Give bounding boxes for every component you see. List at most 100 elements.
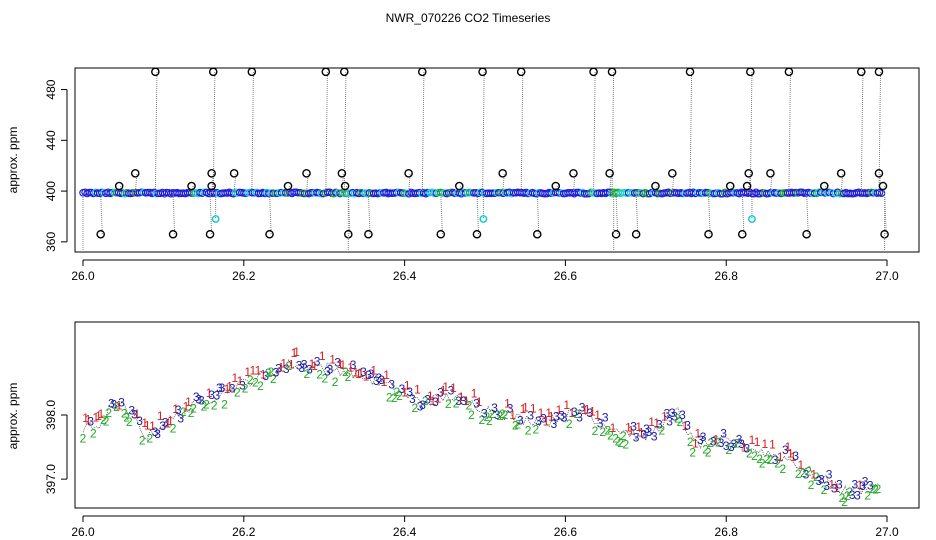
marker-1: 1 <box>661 409 668 423</box>
marker-1: 1 <box>430 394 437 408</box>
marker-2: 2 <box>872 482 879 496</box>
marker-1: 1 <box>144 418 151 432</box>
marker-3: 3 <box>376 371 383 385</box>
marker-2: 2 <box>689 445 696 459</box>
top-panel: approx. ppm 26.0 26.2 26.4 26.6 26.8 27.0 360 4… <box>6 67 920 283</box>
marker-1: 1 <box>383 368 390 382</box>
marker-1: 1 <box>463 394 470 408</box>
x-tick-label: 26.6 <box>554 525 578 539</box>
spike-mid-point <box>207 169 216 178</box>
spike-lowmid-point <box>283 181 293 191</box>
marker-3: 3 <box>854 489 861 503</box>
marker-2: 2 <box>839 491 846 505</box>
spike-low-point <box>364 229 373 239</box>
marker-2: 2 <box>391 391 398 405</box>
marker-1: 1 <box>224 382 231 396</box>
marker-2: 2 <box>844 489 851 503</box>
reference-point <box>748 215 756 223</box>
marker-2: 2 <box>612 432 619 446</box>
spike-mid-point <box>404 169 413 178</box>
spike-line <box>708 192 711 235</box>
marker-2: 2 <box>677 415 684 429</box>
spike-mid-point <box>337 169 347 178</box>
marker-3: 3 <box>175 403 182 417</box>
spike-low-point <box>168 229 178 239</box>
marker-3: 3 <box>849 488 856 502</box>
marker-2: 2 <box>502 408 509 422</box>
marker-3: 3 <box>216 381 223 395</box>
spike-mid-point <box>874 169 884 178</box>
spike-line <box>806 192 809 235</box>
marker-2: 2 <box>800 466 807 480</box>
marker-1: 1 <box>545 406 552 420</box>
marker-1: 1 <box>440 383 447 397</box>
marker-2: 2 <box>746 446 753 460</box>
marker-2: 2 <box>499 407 506 421</box>
spike-line <box>878 71 882 193</box>
marker-2: 2 <box>674 411 681 425</box>
spike-high-point <box>856 67 866 77</box>
spike-low-point <box>802 229 811 239</box>
marker-3: 3 <box>365 368 372 382</box>
reference-point <box>479 215 488 223</box>
spike-high-point <box>589 67 598 77</box>
marker-2: 2 <box>702 443 709 457</box>
y-tick-label: 440 <box>44 130 58 150</box>
spike-lowmid-point <box>878 181 888 191</box>
marker-2: 2 <box>864 488 871 502</box>
marker-3: 3 <box>507 401 514 415</box>
marker-2: 2 <box>599 425 606 439</box>
marker-1: 1 <box>790 450 797 464</box>
marker-1: 1 <box>231 371 238 385</box>
y-tick-label: 360 <box>44 232 58 252</box>
marker-1: 1 <box>584 403 591 417</box>
spike-lowmid-point <box>651 181 660 191</box>
marker-3: 3 <box>684 418 691 432</box>
marker-3: 3 <box>481 407 488 421</box>
spike-line <box>611 71 615 193</box>
marker-2: 2 <box>170 422 177 436</box>
marker-1: 1 <box>653 416 660 430</box>
marker-3: 3 <box>152 425 159 439</box>
marker-3: 3 <box>738 437 745 451</box>
marker-3: 3 <box>229 382 236 396</box>
marker-3: 3 <box>368 367 375 381</box>
marker-1: 1 <box>363 370 370 384</box>
marker-1: 1 <box>556 403 563 417</box>
marker-2: 2 <box>846 485 853 499</box>
marker-2: 2 <box>615 435 622 449</box>
spike-line <box>440 192 443 235</box>
marker-2: 2 <box>756 452 763 466</box>
spike-line <box>593 71 596 193</box>
marker-1: 1 <box>95 409 102 423</box>
marker-2: 2 <box>478 413 485 427</box>
marker-3: 3 <box>437 385 444 399</box>
y-tick-label: 480 <box>44 79 58 99</box>
marker-1: 1 <box>134 407 141 421</box>
marker-1: 1 <box>358 366 365 380</box>
marker-3: 3 <box>208 388 215 402</box>
x-tick-label: 26.2 <box>232 269 256 283</box>
marker-1: 1 <box>165 417 172 431</box>
marker-2: 2 <box>870 482 877 496</box>
spike-line <box>741 192 745 235</box>
numbered-series: 2113211122233213222331321121331331121332… <box>80 345 882 509</box>
marker-3: 3 <box>630 419 637 433</box>
marker-2: 2 <box>394 385 401 399</box>
marker-2: 2 <box>821 483 828 497</box>
spike-lowmid-point <box>819 181 829 191</box>
spike-high-point <box>478 67 487 77</box>
marker-1: 1 <box>226 379 233 393</box>
y-tick-label: 398.0 <box>44 400 58 430</box>
plot-frame <box>74 67 920 253</box>
marker-3: 3 <box>818 472 825 486</box>
marker-3: 3 <box>334 356 341 370</box>
marker-3: 3 <box>111 397 118 411</box>
spike-high-point <box>208 67 218 77</box>
marker-3: 3 <box>586 406 593 420</box>
spike-low-point <box>96 229 105 239</box>
marker-1: 1 <box>370 364 377 378</box>
marker-2: 2 <box>574 407 581 421</box>
marker-2: 2 <box>105 406 112 420</box>
marker-1: 1 <box>442 380 449 394</box>
